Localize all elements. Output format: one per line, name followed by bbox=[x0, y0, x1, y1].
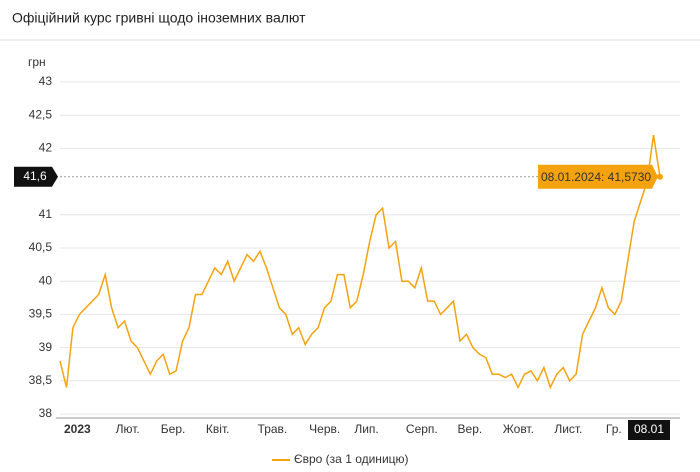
crosshair-y-box bbox=[14, 166, 58, 187]
x-tick-label: Квіт. bbox=[206, 422, 230, 436]
series-line bbox=[59, 134, 661, 390]
x-tick-label: Вер. bbox=[458, 422, 483, 436]
crosshair-y-label: 41,6 bbox=[23, 169, 47, 183]
y-tick-label: 39 bbox=[39, 340, 53, 354]
x-tick-label: Жовт. bbox=[503, 422, 534, 436]
tooltip-label: 08.01.2024: 41,5730 bbox=[541, 170, 651, 184]
x-tick-label: Серп. bbox=[406, 422, 438, 436]
chart-title: Офіційний курс гривні щодо іноземних вал… bbox=[12, 10, 306, 26]
y-tick-label: 42,5 bbox=[29, 107, 53, 121]
y-tick-label: 38 bbox=[39, 406, 53, 420]
x-tick-label: Бер. bbox=[161, 422, 186, 436]
legend-label: Євро (за 1 одиницю) bbox=[294, 452, 409, 466]
x-tick-label: Лист. bbox=[554, 422, 582, 436]
y-axis-label: грн bbox=[28, 55, 46, 69]
y-tick-label: 41 bbox=[39, 207, 53, 221]
x-tick-label: Лип. bbox=[354, 422, 378, 436]
x-tick-label: Трав. bbox=[258, 422, 288, 436]
x-tick-label: 08.01 bbox=[634, 422, 664, 436]
y-tick-label: 39,5 bbox=[29, 307, 53, 321]
x-tick-label: 2023 bbox=[64, 422, 91, 436]
x-tick-label: Лют. bbox=[116, 422, 140, 436]
y-tick-label: 42 bbox=[39, 141, 53, 155]
y-tick-label: 40,5 bbox=[29, 240, 53, 254]
x-crosshair-box bbox=[628, 420, 670, 440]
x-tick-label: Гр. bbox=[606, 422, 622, 436]
y-tick-label: 43 bbox=[39, 74, 53, 88]
y-tick-label: 40 bbox=[39, 273, 53, 287]
tooltip-box bbox=[538, 164, 658, 189]
y-tick-label: 38,5 bbox=[29, 373, 53, 387]
x-tick-label: Черв. bbox=[309, 422, 340, 436]
crosshair-point bbox=[657, 173, 663, 180]
